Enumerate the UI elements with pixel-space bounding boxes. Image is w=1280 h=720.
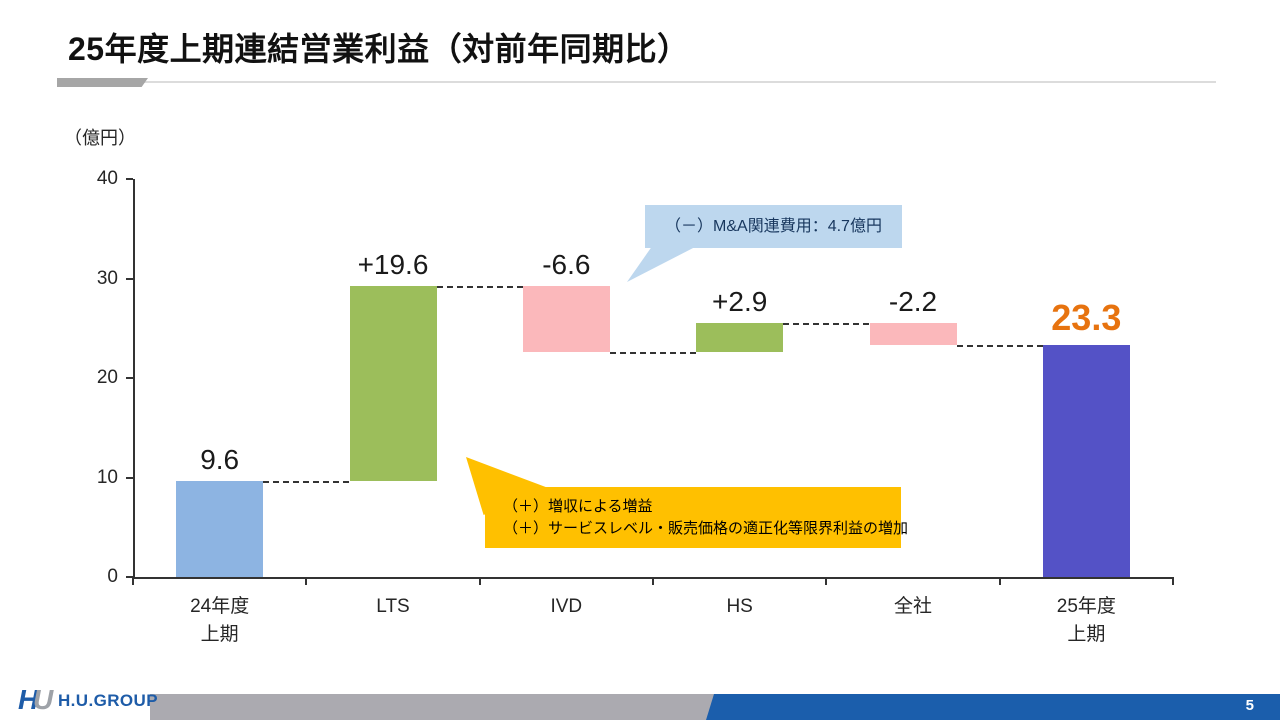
y-axis-tick-label: 40	[96, 168, 118, 189]
x-axis-tick	[305, 579, 308, 585]
callout-gains-line-1: （＋）増収による増益	[503, 498, 653, 515]
y-axis-tick	[126, 476, 133, 479]
callout-gains: （＋）増収による増益 （＋）サービスレベル・販売価格の適正化等限界利益の増加	[485, 487, 909, 548]
value-label-fy24-h1: 9.6	[200, 444, 240, 476]
value-label-fy25-h1: 23.3	[1051, 297, 1122, 339]
y-axis-tick	[126, 377, 133, 379]
logo-mark-icon: U	[33, 684, 54, 715]
page-number: 5	[1245, 697, 1254, 714]
bar-fy24-h1	[176, 481, 264, 577]
y-axis-tick-label: 20	[96, 367, 118, 388]
value-label-lts: +19.6	[357, 249, 429, 281]
value-label-corporate: -2.2	[888, 286, 938, 318]
x-axis-line	[132, 577, 1174, 579]
connector-dashed	[263, 481, 350, 484]
y-axis-tick-label: 10	[96, 466, 118, 488]
bar-hs	[696, 323, 784, 353]
x-axis-label-hs: HS	[726, 596, 753, 617]
callout-gains-line-2: （＋）サービスレベル・販売価格の適正化等限界利益の増加	[503, 520, 909, 537]
callout-mna-cost: （－）M&A関連費用：4.7億円	[645, 205, 902, 248]
x-axis-label-fy25-h1: 25年度 上期	[1056, 596, 1116, 645]
x-axis-label-corporate: 全社	[893, 596, 932, 617]
x-axis-label-ivd: IVD	[550, 596, 583, 617]
value-label-ivd: -6.6	[542, 249, 591, 281]
bar-fy25-h1	[1042, 345, 1130, 577]
y-axis-tick	[126, 576, 133, 578]
y-axis-line	[133, 179, 135, 577]
logo-mark-icon: H	[18, 684, 39, 715]
connector-dashed	[609, 352, 697, 355]
x-axis-tick	[1172, 579, 1174, 585]
title-underline-thin	[60, 81, 1216, 83]
x-axis-tick	[825, 579, 828, 585]
bar-corporate	[869, 323, 957, 346]
x-axis-label-fy24-h1: 24年度 上期	[190, 596, 250, 645]
bar-ivd	[522, 286, 610, 353]
bar-lts	[349, 286, 437, 482]
connector-dashed	[783, 323, 870, 326]
x-axis-tick	[478, 579, 481, 585]
y-axis-tick	[126, 277, 133, 280]
y-axis-unit-label: （億円）	[64, 128, 136, 148]
y-axis-tick-label: 30	[96, 267, 118, 289]
value-label-hs: +2.9	[712, 286, 768, 318]
x-axis-tick	[132, 579, 134, 585]
footer-bar-blue	[706, 694, 1280, 720]
connector-dashed	[436, 286, 523, 289]
title-underline-accent	[57, 78, 148, 87]
logo-text: H.U.GROUP	[58, 691, 158, 710]
y-axis-tick-label: 0	[107, 566, 118, 587]
slide-title: 25年度上期連結営業利益（対前年同期比）	[68, 31, 690, 67]
y-axis-tick	[126, 178, 133, 180]
x-axis-tick	[652, 579, 654, 585]
footer-bar-gray	[150, 694, 715, 720]
x-axis-label-lts: LTS	[376, 596, 410, 617]
connector-dashed	[956, 345, 1043, 348]
x-axis-tick	[998, 579, 1001, 585]
